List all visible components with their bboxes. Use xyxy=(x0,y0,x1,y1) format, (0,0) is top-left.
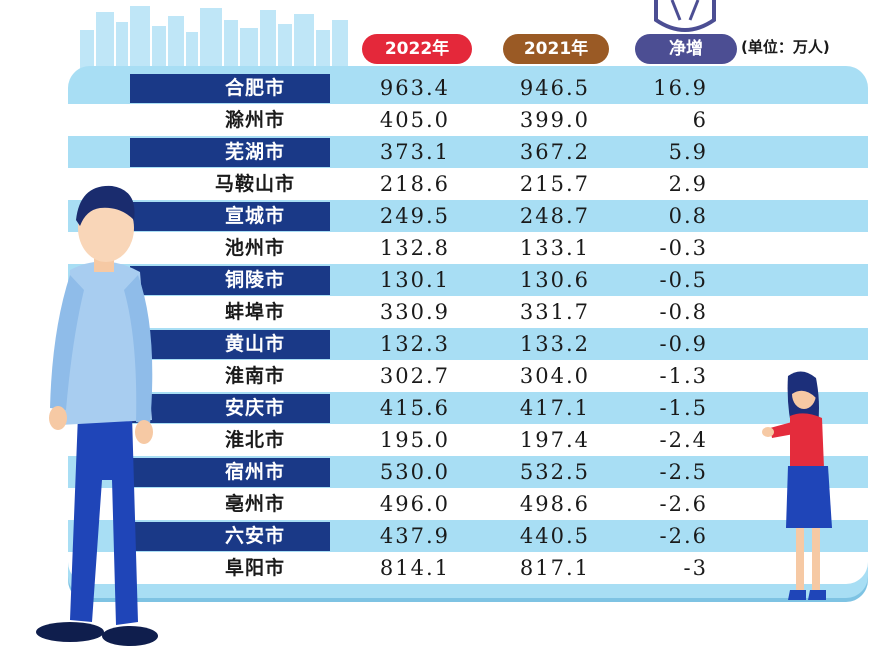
table-row xyxy=(68,552,868,584)
value-2021: 417.1 xyxy=(519,396,590,420)
city-label-background xyxy=(130,329,330,359)
table-row xyxy=(68,104,868,136)
value-2021: 197.4 xyxy=(519,428,590,452)
value-net-change: 2.9 xyxy=(668,172,708,196)
value-2021: 215.7 xyxy=(519,172,590,196)
value-2022: 249.5 xyxy=(379,204,450,228)
city-name: 滁州市 xyxy=(224,109,285,131)
value-2022: 218.6 xyxy=(379,172,450,196)
city-name: 淮北市 xyxy=(224,429,285,451)
value-2021: 304.0 xyxy=(519,364,590,388)
ornament-decoration xyxy=(654,0,716,32)
value-net-change: 5.9 xyxy=(668,140,708,164)
city-name: 六安市 xyxy=(224,525,285,547)
value-2021: 817.1 xyxy=(519,556,590,580)
value-net-change: -2.4 xyxy=(659,428,708,452)
value-net-change: 0.8 xyxy=(668,204,708,228)
city-name: 黄山市 xyxy=(224,333,285,355)
city-name: 宣城市 xyxy=(224,205,285,227)
value-2021: 367.2 xyxy=(519,140,590,164)
value-2021: 399.0 xyxy=(519,108,590,132)
value-2022: 415.6 xyxy=(379,396,450,420)
man-illustration xyxy=(36,185,158,646)
table-row xyxy=(68,296,868,328)
value-net-change: -2.6 xyxy=(659,492,708,516)
value-net-change: -3 xyxy=(683,556,708,580)
value-net-change: 6 xyxy=(692,108,708,132)
value-2021: 498.6 xyxy=(519,492,590,516)
table-row xyxy=(68,424,868,456)
skyline-decoration xyxy=(80,6,348,70)
table-row xyxy=(68,360,868,392)
city-label-background xyxy=(130,393,330,423)
city-name: 合肥市 xyxy=(224,77,285,99)
value-net-change: 16.9 xyxy=(653,76,708,100)
value-net-change: -0.8 xyxy=(659,300,708,324)
city-name: 蚌埠市 xyxy=(224,301,285,323)
city-name: 芜湖市 xyxy=(224,141,285,163)
value-net-change: -2.6 xyxy=(659,524,708,548)
table-row xyxy=(68,488,868,520)
value-net-change: -0.5 xyxy=(659,268,708,292)
city-name: 马鞍山市 xyxy=(214,173,295,195)
value-net-change: -1.5 xyxy=(659,396,708,420)
value-2021: 946.5 xyxy=(519,76,590,100)
value-net-change: -0.9 xyxy=(659,332,708,356)
city-name: 亳州市 xyxy=(224,493,285,515)
city-name: 池州市 xyxy=(224,237,285,259)
value-2022: 963.4 xyxy=(379,76,450,100)
header-net-change: 净增 xyxy=(635,34,737,64)
city-label-background xyxy=(130,457,330,487)
city-label-background xyxy=(130,521,330,551)
value-2022: 132.3 xyxy=(379,332,450,356)
value-2021: 331.7 xyxy=(519,300,590,324)
city-name: 淮南市 xyxy=(224,365,285,387)
value-2021: 532.5 xyxy=(519,460,590,484)
woman-illustration xyxy=(762,371,832,600)
value-2021: 130.6 xyxy=(519,268,590,292)
city-label-background xyxy=(130,137,330,167)
city-name: 阜阳市 xyxy=(224,557,285,579)
city-name: 宿州市 xyxy=(224,461,285,483)
city-name: 安庆市 xyxy=(224,397,285,419)
city-label-background xyxy=(130,201,330,231)
value-2021: 133.1 xyxy=(519,236,590,260)
header-2022: 2022年 xyxy=(362,34,472,64)
value-2022: 130.1 xyxy=(379,268,450,292)
value-2022: 530.0 xyxy=(379,460,450,484)
value-2022: 330.9 xyxy=(379,300,450,324)
value-2021: 133.2 xyxy=(519,332,590,356)
value-net-change: -0.3 xyxy=(659,236,708,260)
value-2022: 405.0 xyxy=(379,108,450,132)
unit-label: (单位：万人) xyxy=(741,38,830,56)
table-row xyxy=(68,168,868,200)
value-2022: 437.9 xyxy=(379,524,450,548)
value-net-change: -2.5 xyxy=(659,460,708,484)
value-2022: 373.1 xyxy=(379,140,450,164)
value-2021: 440.5 xyxy=(519,524,590,548)
city-label-background xyxy=(130,265,330,295)
value-net-change: -1.3 xyxy=(659,364,708,388)
value-2022: 132.8 xyxy=(379,236,450,260)
header-2021: 2021年 xyxy=(503,34,609,64)
value-2021: 248.7 xyxy=(519,204,590,228)
value-2022: 302.7 xyxy=(379,364,450,388)
value-2022: 496.0 xyxy=(379,492,450,516)
value-2022: 195.0 xyxy=(379,428,450,452)
table-row xyxy=(68,232,868,264)
value-2022: 814.1 xyxy=(379,556,450,580)
city-label-background xyxy=(130,73,330,103)
city-name: 铜陵市 xyxy=(224,269,285,291)
